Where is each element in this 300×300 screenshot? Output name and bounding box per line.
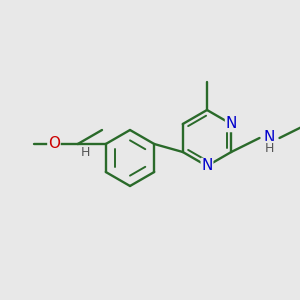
Text: H: H xyxy=(81,146,90,160)
Text: H: H xyxy=(265,142,274,154)
Text: O: O xyxy=(48,136,60,152)
Text: N: N xyxy=(201,158,213,173)
Text: N: N xyxy=(226,116,237,131)
Text: N: N xyxy=(264,130,275,146)
